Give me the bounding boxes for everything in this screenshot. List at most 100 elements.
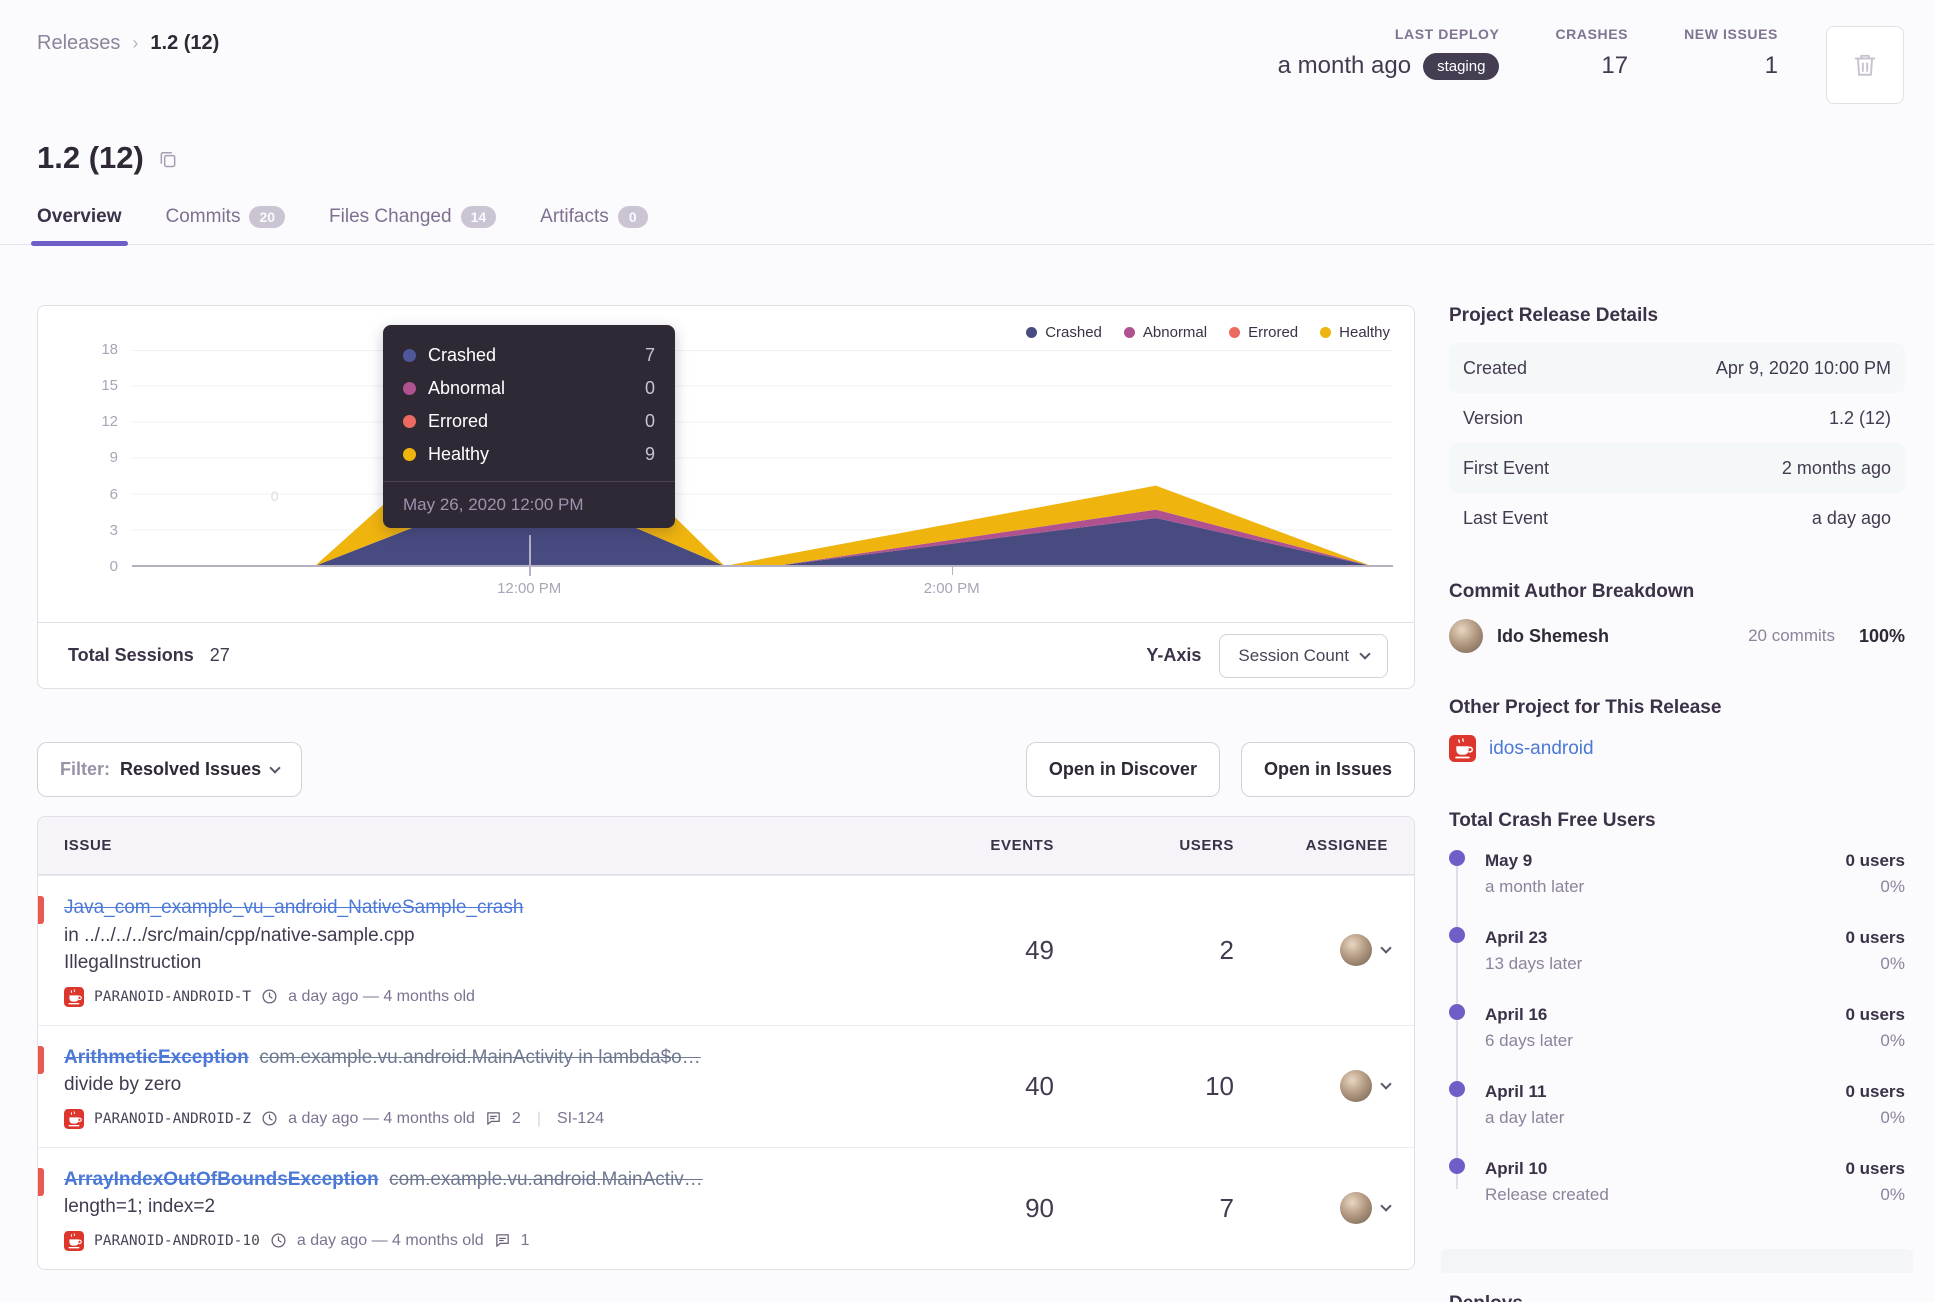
assignee-avatar: [1340, 1192, 1372, 1225]
other-project-heading: Other Project for This Release: [1449, 697, 1722, 718]
legend-healthy[interactable]: Healthy: [1320, 324, 1390, 341]
copy-icon: [160, 151, 176, 167]
legend-abnormal[interactable]: Abnormal: [1123, 324, 1207, 341]
clock-icon: [271, 1233, 286, 1248]
assignee-dropdown[interactable]: [1234, 1070, 1414, 1103]
legend-errored-dot: [1229, 327, 1241, 338]
timeline-dot: [1449, 1158, 1465, 1174]
sessions-chart-card: Crashed Abnormal Errored Healthy: [37, 305, 1415, 689]
chart-footer: Total Sessions 27 Y-Axis Session Count: [38, 622, 1414, 688]
other-project-row: idos-android: [1449, 735, 1905, 762]
breadcrumb-releases-link[interactable]: Releases: [37, 32, 121, 54]
assignee-dropdown[interactable]: [1234, 1192, 1414, 1225]
issue-title-link[interactable]: ArrayIndexOutOfBoundsException: [64, 1168, 379, 1190]
release-details-heading: Project Release Details: [1449, 305, 1659, 326]
issue-culprit: com.example.vu.android.MainActivity in l…: [259, 1046, 701, 1068]
y-axis-labels: 18 15 12 9 6 3 0: [101, 341, 118, 575]
open-in-discover-button[interactable]: Open in Discover: [1025, 742, 1220, 797]
tab-overview[interactable]: Overview: [31, 206, 128, 246]
files-changed-count-badge: 14: [460, 206, 497, 228]
col-assignee: ASSIGNEE: [1305, 837, 1388, 854]
issue-message: IllegalInstruction: [64, 952, 202, 974]
issue-age: a day ago — 4 months old: [288, 987, 475, 1005]
stat-crashes: CRASHES 17: [1555, 26, 1628, 80]
environment-badge: staging: [1423, 52, 1500, 80]
legend-crashed-dot: [1026, 327, 1038, 338]
x-label-2pm: 2:00 PM: [923, 580, 980, 597]
issues-toolbar: Filter: Resolved Issues Open in Discover…: [37, 742, 1415, 797]
issue-events-count: 90: [1025, 1192, 1054, 1223]
clock-icon: [262, 989, 277, 1004]
author-name: Ido Shemesh: [1497, 625, 1610, 646]
tooltip-row-abnormal: Abnormal 0: [403, 372, 655, 405]
timeline-dot: [1449, 927, 1465, 943]
meta-divider: |: [536, 1109, 541, 1127]
tooltip-row-healthy: Healthy 9: [403, 438, 655, 471]
release-sidebar: Project Release Details Created Apr 9, 2…: [1441, 305, 1913, 1302]
trash-icon: [1854, 54, 1876, 76]
stat-last-deploy: LAST DEPLOY a month ago staging: [1278, 26, 1500, 80]
issue-row: Java_com_example_vu_android_NativeSample…: [38, 875, 1414, 1025]
new-issues-value: 1: [1764, 52, 1778, 79]
issue-users-count: 7: [1219, 1192, 1234, 1223]
timeline-dot: [1449, 1081, 1465, 1097]
issue-row: ArithmeticException com.example.vu.andro…: [38, 1024, 1414, 1147]
issue-age: a day ago — 4 months old: [296, 1231, 484, 1249]
chevron-down-icon: [1359, 647, 1371, 660]
tab-artifacts[interactable]: Artifacts 0: [540, 206, 648, 244]
copy-version-button[interactable]: [158, 145, 178, 172]
stat-new-issues: NEW ISSUES 1: [1684, 26, 1778, 80]
delete-release-button[interactable]: [1826, 26, 1904, 104]
x-axis-tick: [951, 566, 954, 575]
legend-crashed[interactable]: Crashed: [1026, 324, 1102, 341]
comments-icon: [495, 1234, 509, 1248]
chevron-down-icon: [1380, 1078, 1392, 1090]
crash-free-timeline: May 9 0 users a month later 0% April 23 …: [1449, 848, 1905, 1233]
total-sessions-label: Total Sessions: [68, 645, 194, 665]
breadcrumb-chevron-icon: ›: [132, 33, 139, 53]
issues-table-header: ISSUE EVENTS USERS ASSIGNEE: [38, 817, 1414, 875]
issue-title-link[interactable]: ArithmeticException: [64, 1046, 249, 1068]
issue-users-count: 2: [1219, 934, 1234, 965]
tab-files-changed[interactable]: Files Changed 14: [329, 206, 497, 244]
issue-message: length=1; index=2: [64, 1196, 216, 1218]
tooltip-row-errored: Errored 0: [403, 405, 655, 438]
detail-row-version: Version 1.2 (12): [1463, 407, 1891, 428]
java-project-icon: [64, 1230, 84, 1251]
author-commit-count: 20 commits: [1748, 626, 1835, 645]
chevron-down-icon: [269, 761, 281, 774]
page-header: Releases › 1.2 (12) LAST DEPLOY a month …: [0, 0, 1934, 104]
artifacts-count-badge: 0: [617, 206, 648, 228]
project-slug: PARANOID-ANDROID-Z: [94, 1110, 252, 1127]
chevron-down-icon: [1380, 1200, 1392, 1212]
issue-users-count: 10: [1205, 1070, 1234, 1101]
comments-count: 1: [520, 1231, 530, 1249]
total-sessions-value: 27: [209, 645, 230, 665]
col-events: EVENTS: [990, 837, 1054, 854]
y-axis-select[interactable]: Session Count: [1219, 633, 1388, 678]
new-issues-label: NEW ISSUES: [1684, 26, 1778, 42]
timeline-entry: April 23 0 users 13 days later 0%: [1449, 925, 1905, 1002]
issue-culprit: in ../../../../src/main/cpp/native-sampl…: [64, 924, 415, 946]
open-in-issues-button[interactable]: Open in Issues: [1240, 742, 1415, 797]
timeline-dot: [1449, 1004, 1465, 1020]
java-project-icon: [64, 1108, 84, 1129]
other-project-link[interactable]: idos-android: [1489, 737, 1594, 759]
issue-accent-bar: [38, 896, 44, 924]
page-title: 1.2 (12): [37, 140, 144, 175]
comments-count: 2: [511, 1109, 521, 1127]
tab-commits[interactable]: Commits 20: [166, 206, 286, 244]
comments-icon: [487, 1112, 500, 1126]
project-slug: PARANOID-ANDROID-10: [94, 1232, 260, 1249]
issues-filter-dropdown[interactable]: Filter: Resolved Issues: [37, 742, 303, 797]
breadcrumb: Releases › 1.2 (12): [37, 26, 219, 55]
assignee-dropdown[interactable]: [1234, 934, 1414, 967]
project-slug: PARANOID-ANDROID-T: [94, 988, 252, 1005]
chart-legend: Crashed Abnormal Errored Healthy: [1026, 324, 1390, 341]
timeline-entry: May 9 0 users a month later 0%: [1449, 848, 1905, 925]
detail-row-last-event: Last Event a day ago: [1463, 507, 1891, 528]
issue-title-link[interactable]: Java_com_example_vu_android_NativeSample…: [64, 897, 524, 918]
legend-healthy-dot: [1320, 327, 1332, 338]
sessions-chart-svg: [132, 350, 1393, 566]
legend-errored[interactable]: Errored: [1229, 324, 1298, 341]
